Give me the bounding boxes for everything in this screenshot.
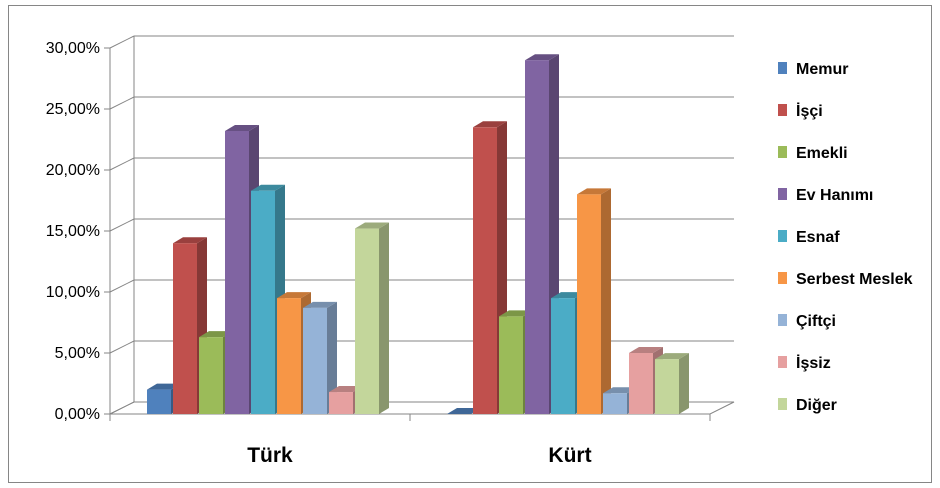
bar-top — [655, 353, 689, 360]
legend-label: Çiftçi — [796, 313, 836, 330]
bar-top — [199, 331, 233, 338]
bar-side — [327, 301, 337, 414]
bar-front — [329, 392, 353, 414]
bar-front — [603, 393, 627, 414]
bar-side — [679, 353, 689, 414]
legend-label: Emekli — [796, 145, 848, 162]
bar-front — [277, 298, 301, 414]
y-tick-label: 20,00% — [46, 162, 100, 179]
bar-front — [499, 316, 523, 414]
bar-front — [199, 337, 223, 414]
gridline-left-wall — [109, 96, 135, 110]
bar-top — [603, 387, 637, 394]
bar-top — [303, 301, 337, 308]
bar — [303, 301, 337, 414]
legend-label: Ev Hanımı — [796, 187, 873, 204]
bar-front — [251, 190, 275, 414]
legend-item: İşsiz — [778, 354, 831, 372]
y-tick-label: 15,00% — [46, 223, 100, 240]
bar-top — [173, 237, 207, 244]
bars — [147, 54, 689, 415]
y-tick-label: 30,00% — [46, 40, 100, 57]
bar-top — [225, 124, 259, 131]
bar-front — [473, 127, 497, 415]
legend-swatch — [778, 398, 787, 410]
legend-swatch — [778, 62, 787, 74]
legend-swatch — [778, 230, 787, 242]
bar-top — [629, 347, 663, 353]
legend-label: Memur — [796, 61, 848, 78]
bar-top — [577, 188, 611, 195]
legend-item: Diğer — [778, 397, 837, 414]
bar-front — [577, 194, 601, 414]
bar — [577, 188, 611, 414]
bar-top — [447, 408, 481, 414]
bar-top — [251, 184, 285, 191]
legend-label: İşçi — [796, 102, 823, 120]
legend-item: Serbest Meslek — [778, 271, 913, 288]
legend-swatch — [778, 188, 787, 200]
gridline-left-wall — [109, 279, 135, 293]
legend-label: İşsiz — [796, 354, 831, 372]
bar-front — [303, 307, 327, 414]
bar-front — [147, 389, 171, 414]
legend-label: Diğer — [796, 397, 837, 414]
bar-top — [329, 386, 363, 393]
gridline-left-wall — [109, 340, 135, 354]
bar-top — [499, 310, 533, 317]
bar-front — [655, 359, 679, 414]
legend: Memur İşçi Emekli Ev Hanımı Esnaf Serbest Mes… — [778, 61, 913, 414]
legend-swatch — [778, 104, 787, 116]
bar-front — [355, 228, 379, 414]
bar-side — [379, 222, 389, 414]
bar-front — [551, 298, 575, 414]
legend-label: Esnaf — [796, 229, 840, 246]
y-tick-label: 25,00% — [46, 101, 100, 118]
bar-top — [355, 222, 389, 229]
y-tick-label: 0,00% — [55, 406, 100, 423]
x-category-label: Kürt — [548, 444, 591, 467]
legend-swatch — [778, 272, 787, 284]
bar-top — [473, 121, 507, 128]
legend-item: Çiftçi — [778, 313, 836, 330]
bar — [473, 121, 507, 415]
gridline-left-wall — [109, 35, 135, 49]
y-tick-label: 5,00% — [55, 345, 100, 362]
bar — [447, 408, 481, 414]
y-axis-ticks: 0,00% 5,00% 10,00% 15,00% 20,00% 25,00% 30,00% — [46, 40, 100, 423]
legend-label: Serbest Meslek — [796, 271, 913, 288]
bar-front — [525, 60, 549, 414]
legend-swatch — [778, 314, 787, 326]
bar-front — [225, 130, 249, 414]
gridline-left-wall — [109, 157, 135, 171]
bar-front — [629, 353, 653, 414]
legend-item: Esnaf — [778, 229, 840, 246]
bar-top — [147, 383, 181, 390]
legend-item: Ev Hanımı — [778, 187, 873, 204]
legend-item: Emekli — [778, 145, 848, 162]
gridline-left-wall — [109, 218, 135, 232]
bar-front — [173, 243, 197, 414]
bar-top — [525, 54, 559, 61]
bar-side — [601, 188, 611, 414]
legend-item: Memur — [778, 61, 848, 78]
legend-swatch — [778, 356, 787, 368]
legend-item: İşçi — [778, 102, 823, 120]
x-category-label: Türk — [247, 444, 293, 467]
bar — [355, 222, 389, 414]
bar — [655, 353, 689, 414]
x-axis-categories: Türk Kürt — [247, 444, 591, 467]
bar-top — [277, 292, 311, 299]
bar-top — [551, 292, 585, 299]
legend-swatch — [778, 146, 787, 158]
y-tick-label: 10,00% — [46, 284, 100, 301]
